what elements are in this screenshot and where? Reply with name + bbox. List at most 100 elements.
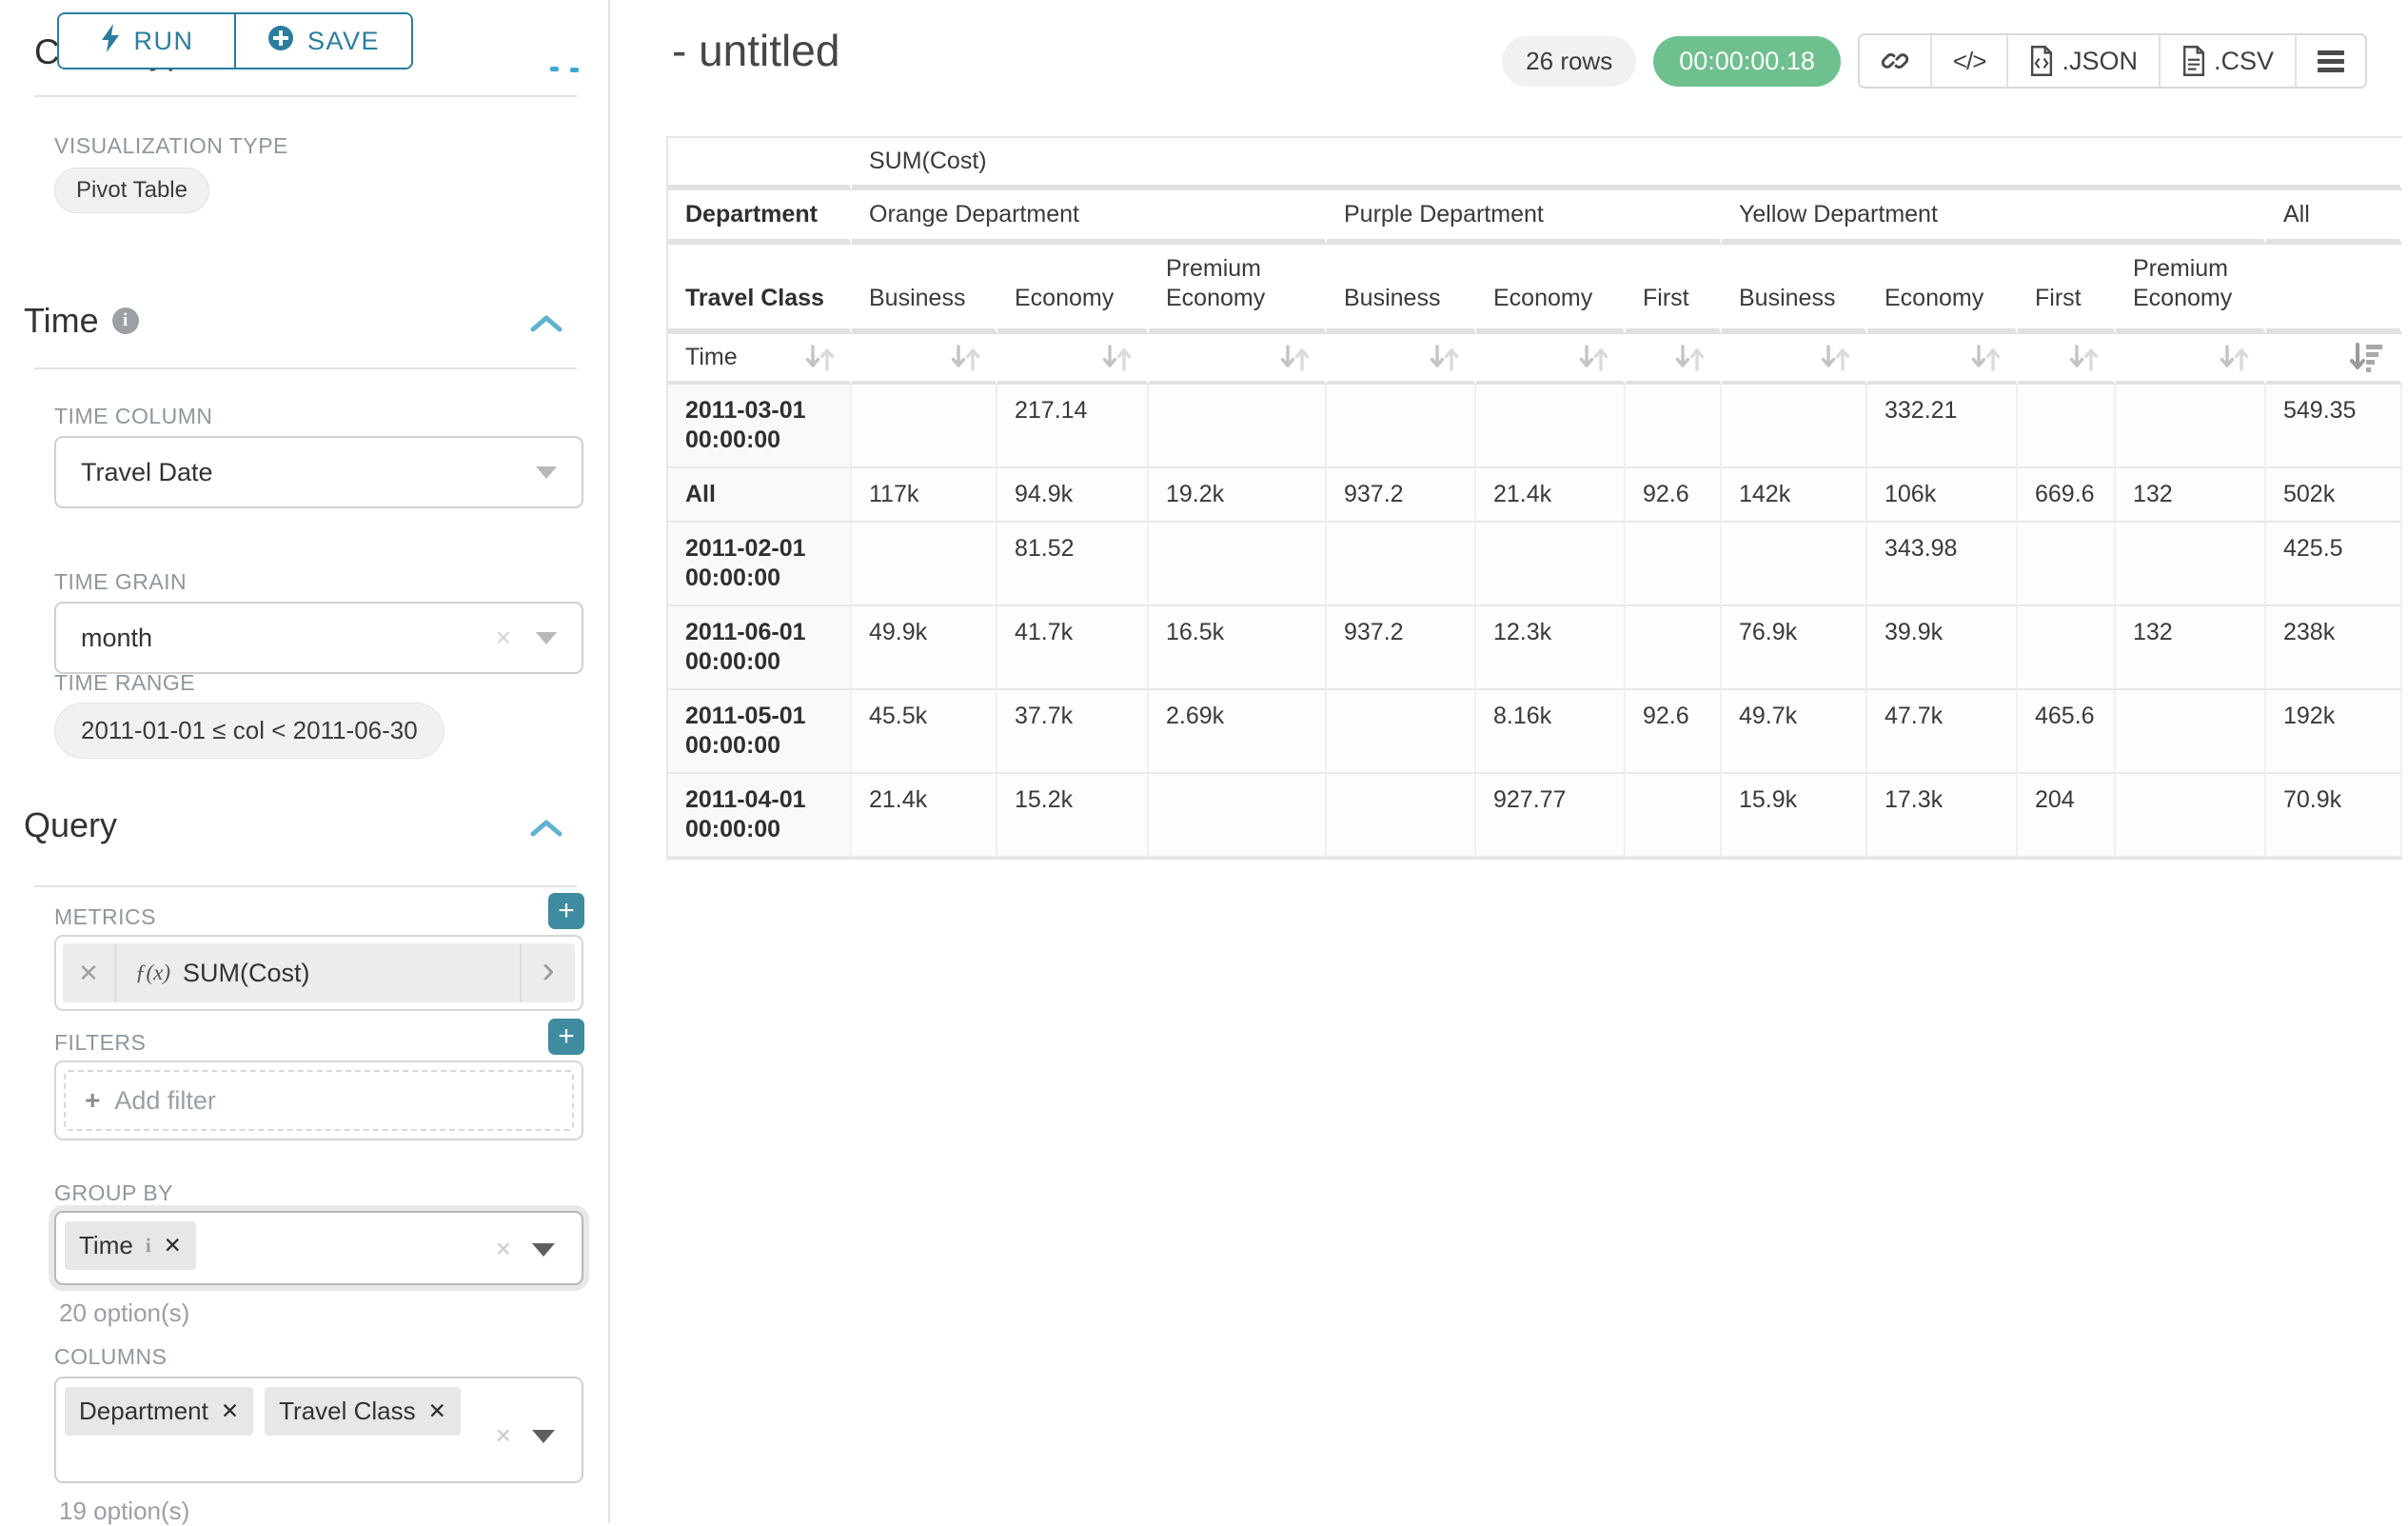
value-cell <box>1149 523 1327 606</box>
value-cell: 45.5k <box>852 690 997 774</box>
chart-title[interactable]: - untitled <box>672 26 840 75</box>
row-header-cell: 2011-02-01 00:00:00 <box>668 523 852 606</box>
caret-down-icon[interactable] <box>532 1430 555 1443</box>
value-cell <box>2116 690 2266 774</box>
plus-circle-icon <box>267 25 294 58</box>
column-sorter[interactable] <box>997 334 1149 385</box>
clear-icon[interactable]: × <box>495 623 511 652</box>
sort-icon <box>1821 344 1850 371</box>
row-axis-sorter[interactable]: Time <box>668 334 852 385</box>
add-filter-dropzone[interactable]: + Add filter <box>64 1070 574 1131</box>
chevron-right-icon[interactable]: › <box>520 943 575 1002</box>
metric-name: SUM(Cost) <box>183 958 310 987</box>
travel-class-header: Premium Economy <box>2116 245 2266 334</box>
col-dimension-label: Department <box>668 190 852 245</box>
value-cell: 332.21 <box>1867 385 2018 468</box>
value-cell: 21.4k <box>852 774 997 858</box>
query-section-title: Query <box>24 805 118 844</box>
time-range-label: TIME RANGE <box>54 670 196 695</box>
dimension-chip[interactable]: Travel Class ✕ <box>265 1387 461 1436</box>
value-cell: 502k <box>2266 468 2403 523</box>
dimension-chip[interactable]: Time i ✕ <box>65 1221 196 1270</box>
column-sorter[interactable] <box>2266 334 2403 385</box>
column-sorter[interactable] <box>1149 334 1327 385</box>
copy-link-button[interactable] <box>1860 35 1930 87</box>
time-section-header: Time i <box>24 301 139 341</box>
value-cell <box>1626 523 1722 606</box>
row-header-cell: All <box>668 468 852 523</box>
columns-options-hint: 19 option(s) <box>59 1496 190 1525</box>
value-cell: 16.5k <box>1149 606 1327 690</box>
value-cell <box>2018 606 2116 690</box>
column-sorter[interactable] <box>1722 334 1867 385</box>
value-cell: 15.9k <box>1722 774 1867 858</box>
table-row: 2011-06-01 00:00:00 49.9k 41.7k 16.5k 937.2 12… <box>668 606 2403 690</box>
column-sorter[interactable] <box>1327 334 1476 385</box>
csv-label: .CSV <box>2213 46 2274 75</box>
caret-down-icon[interactable] <box>532 1243 555 1257</box>
viz-type-pill[interactable]: Pivot Table <box>54 168 209 213</box>
sort-icon <box>1971 344 2001 371</box>
add-filter-button[interactable]: + <box>548 1019 584 1055</box>
value-cell: 2.69k <box>1149 690 1327 774</box>
value-cell: 217.14 <box>997 385 1149 468</box>
metric-chip[interactable]: ✕ ƒ(x) SUM(Cost) › <box>63 943 575 1002</box>
time-grain-value: month <box>81 623 153 652</box>
column-sorter[interactable] <box>1626 334 1722 385</box>
run-save-button-group: RUN SAVE <box>57 12 413 69</box>
save-button-label: SAVE <box>306 26 381 55</box>
value-cell: 37.7k <box>997 690 1149 774</box>
travel-class-header: First <box>1626 245 1722 334</box>
clear-icon[interactable]: × <box>495 1420 511 1450</box>
travel-class-header: Economy <box>997 245 1149 334</box>
value-cell: 927.77 <box>1476 774 1626 858</box>
save-button[interactable]: SAVE <box>234 14 411 68</box>
value-cell: 92.6 <box>1626 690 1722 774</box>
row-header-cell: 2011-06-01 00:00:00 <box>668 606 852 690</box>
query-section-header: Query <box>24 805 117 845</box>
export-json-button[interactable]: .JSON <box>2006 35 2159 87</box>
value-cell <box>1476 523 1626 606</box>
run-button[interactable]: RUN <box>59 14 234 68</box>
columns-select[interactable]: Department ✕ Travel Class ✕ × <box>54 1377 583 1483</box>
menu-button[interactable] <box>2295 35 2365 87</box>
value-cell: 47.7k <box>1867 690 2018 774</box>
add-metric-button[interactable]: + <box>548 893 584 929</box>
column-sorter[interactable] <box>2116 334 2266 385</box>
travel-class-header <box>2266 245 2403 334</box>
value-cell: 937.2 <box>1327 606 1476 690</box>
clear-icon[interactable]: × <box>495 1234 511 1263</box>
travel-class-header: Business <box>852 245 997 334</box>
remove-chip-icon[interactable]: ✕ <box>163 1233 182 1258</box>
column-sorter[interactable] <box>852 334 997 385</box>
collapse-chevron-icon[interactable] <box>530 819 563 842</box>
time-grain-select[interactable]: month × <box>54 602 583 674</box>
column-sorter[interactable] <box>2018 334 2116 385</box>
chip-label: Department <box>79 1397 208 1425</box>
travel-class-header: Economy <box>1476 245 1626 334</box>
group-by-select[interactable]: Time i ✕ × <box>54 1211 583 1285</box>
value-cell: 669.6 <box>2018 468 2116 523</box>
value-cell: 343.98 <box>1867 523 2018 606</box>
info-icon: i <box>111 307 139 334</box>
time-range-pill[interactable]: 2011-01-01 ≤ col < 2011-06-30 <box>54 703 444 759</box>
collapse-chevron-icon[interactable] <box>530 314 563 338</box>
row-header-cell: 2011-04-01 00:00:00 <box>668 774 852 858</box>
bolt-icon <box>100 23 121 59</box>
value-cell: 142k <box>1722 468 1867 523</box>
dimension-chip[interactable]: Department ✕ <box>65 1387 254 1436</box>
column-sorter[interactable] <box>1476 334 1626 385</box>
value-cell: 70.9k <box>2266 774 2403 858</box>
plus-icon: + <box>85 1085 101 1115</box>
value-cell <box>1327 385 1476 468</box>
time-column-select[interactable]: Travel Date <box>54 436 583 508</box>
column-sorter[interactable] <box>1867 334 2018 385</box>
remove-chip-icon[interactable]: ✕ <box>427 1398 446 1423</box>
department-group-header: Yellow Department <box>1722 190 2266 245</box>
embed-code-button[interactable]: </> <box>1929 35 2007 87</box>
time-grain-label: TIME GRAIN <box>54 569 188 594</box>
remove-metric-icon[interactable]: ✕ <box>63 943 116 1002</box>
export-csv-button[interactable]: .CSV <box>2158 35 2295 87</box>
remove-chip-icon[interactable]: ✕ <box>220 1398 240 1423</box>
file-code-icon <box>2031 46 2053 76</box>
